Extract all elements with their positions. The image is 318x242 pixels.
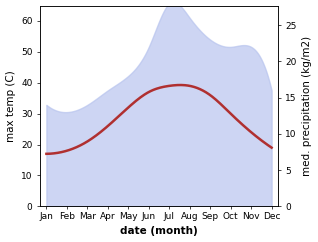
X-axis label: date (month): date (month) [120, 227, 198, 236]
Y-axis label: med. precipitation (kg/m2): med. precipitation (kg/m2) [302, 36, 313, 176]
Y-axis label: max temp (C): max temp (C) [5, 70, 16, 142]
